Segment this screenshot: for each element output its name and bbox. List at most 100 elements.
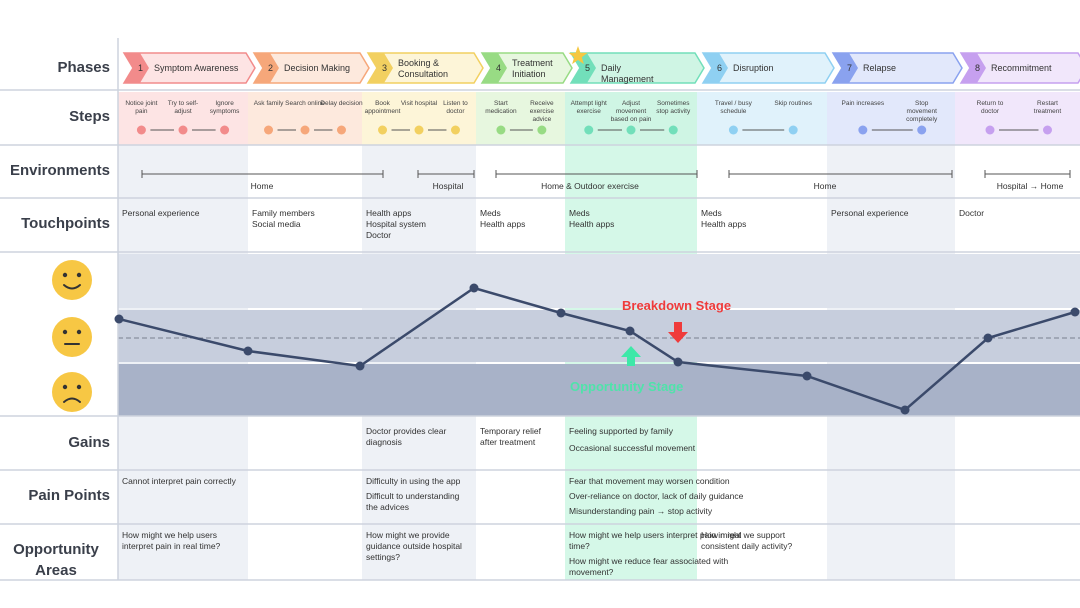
- emotion-point: [355, 361, 365, 371]
- opportunity: How might we reduce fear associated with…: [569, 556, 729, 577]
- phase-name: Daily Management: [601, 63, 654, 84]
- phase-number: 2: [268, 63, 274, 73]
- step-dot: [668, 125, 678, 135]
- touchpoint: Social media: [252, 219, 301, 229]
- emotion-point: [983, 333, 993, 343]
- step-dot: [336, 125, 346, 135]
- phase-name: Disruption: [733, 63, 774, 73]
- pain-point: Over-reliance on doctor, lack of daily g…: [569, 491, 744, 501]
- step-label: Ignore symptoms: [209, 100, 240, 115]
- emotion-point: [625, 326, 635, 336]
- touchpoint: Family members: [252, 208, 315, 218]
- step-dot: [220, 125, 230, 135]
- row-label: Gains: [68, 434, 110, 451]
- step-label: Start medication: [485, 100, 517, 115]
- touchpoint: Doctor: [959, 208, 985, 218]
- steps-bg: [565, 92, 697, 145]
- emotion-band: [118, 254, 1080, 308]
- emotion-band: [118, 364, 1080, 416]
- touchpoint: Health apps: [366, 208, 412, 218]
- touchpoint: Personal experience: [831, 208, 909, 218]
- step-label: Book appointment: [364, 100, 401, 115]
- phase-number: 3: [382, 63, 388, 73]
- step-dot: [917, 125, 927, 135]
- phase-chevron-tip: [833, 53, 858, 83]
- step-dot: [788, 125, 798, 135]
- pain-point: Misunderstanding pain → stop activity: [569, 506, 713, 516]
- environment-label: Home: [250, 181, 274, 191]
- emotion-point: [673, 357, 683, 367]
- row-label: Opportunity Areas: [13, 541, 99, 579]
- row-label: Environments: [9, 162, 110, 179]
- emotion-point: [1070, 307, 1080, 317]
- phase-name: Booking & Consultation: [398, 58, 449, 79]
- step-label: Sometimes stop activity: [656, 100, 691, 115]
- face: [52, 317, 92, 357]
- step-label: Visit hospital: [400, 100, 438, 107]
- phase-chevron-tip: [124, 53, 149, 83]
- emotion-point: [243, 346, 253, 356]
- touchpoint: Meds: [569, 208, 590, 218]
- opportunity: How might we help users interpret pain i…: [122, 530, 221, 551]
- emotion-band: [118, 310, 1080, 362]
- touchpoint: Meds: [701, 208, 722, 218]
- star: [568, 46, 588, 65]
- phase-chevron-tip: [254, 53, 279, 83]
- emotion-point: [556, 308, 566, 318]
- row-label: Touchpoints: [21, 215, 110, 232]
- phase-chevron-tip: [482, 53, 507, 83]
- emotion-point: [900, 405, 910, 415]
- steps-bg: [118, 92, 248, 145]
- pain-point: Difficult to understanding the advices: [366, 491, 460, 512]
- phase-number: 8: [975, 63, 981, 73]
- face-mouth: [63, 397, 81, 403]
- step-dot: [496, 125, 506, 135]
- steps-bg: [476, 92, 565, 145]
- step-dot: [985, 125, 995, 135]
- gain: Occasional successful movement: [569, 443, 696, 453]
- emotion-point: [469, 283, 479, 293]
- row-label: Phases: [57, 59, 110, 76]
- opportunity-arrow: [621, 346, 641, 366]
- step-label: Attempt light exercise: [570, 100, 607, 115]
- steps-bg: [248, 92, 362, 145]
- phase-name: Decision Making: [284, 63, 351, 73]
- step-dot: [378, 125, 388, 135]
- breakdown-arrow: [668, 322, 688, 343]
- face-eye: [76, 329, 82, 335]
- phase-chevron-tip: [961, 53, 986, 83]
- touchpoint: Health apps: [480, 219, 526, 229]
- step-label: Try to self- adjust: [167, 100, 199, 115]
- step-dot: [136, 125, 146, 135]
- step-label: Travel / busy schedule: [714, 100, 752, 115]
- face-eye: [62, 329, 68, 335]
- face-eye: [62, 272, 68, 278]
- phase-name: Symptom Awareness: [154, 63, 239, 73]
- step-label: Search online: [285, 100, 325, 107]
- environment-label: Home: [813, 181, 837, 191]
- step-label: Listen to doctor: [443, 100, 468, 115]
- step-label: Notice joint pain: [125, 100, 158, 115]
- step-dot: [537, 125, 547, 135]
- step-label: Adjust movement based on pain: [610, 100, 652, 123]
- emotion-point: [802, 371, 812, 381]
- face-eye: [76, 272, 82, 278]
- step-label: Delay decision: [320, 100, 363, 107]
- pain-point: Cannot interpret pain correctly: [122, 476, 236, 486]
- step-dot: [178, 125, 188, 135]
- touchpoint: Doctor: [366, 230, 392, 240]
- step-label: Ask family: [253, 100, 284, 107]
- gain: Feeling supported by family: [569, 426, 673, 436]
- step-dot: [300, 125, 310, 135]
- touchpoint: Health apps: [701, 219, 747, 229]
- environment-label: Hospital: [432, 181, 464, 191]
- touchpoint: Meds: [480, 208, 501, 218]
- touchpoint: Hospital system: [366, 219, 426, 229]
- pain-point: Fear that movement may worsen condition: [569, 476, 730, 486]
- environment-label: Hospital → Home: [996, 181, 1064, 191]
- phase-name: Treatment Initiation: [512, 58, 553, 79]
- opportunity: How might we help users interpret pain i…: [569, 530, 742, 551]
- phase-name: Recommitment: [991, 63, 1052, 73]
